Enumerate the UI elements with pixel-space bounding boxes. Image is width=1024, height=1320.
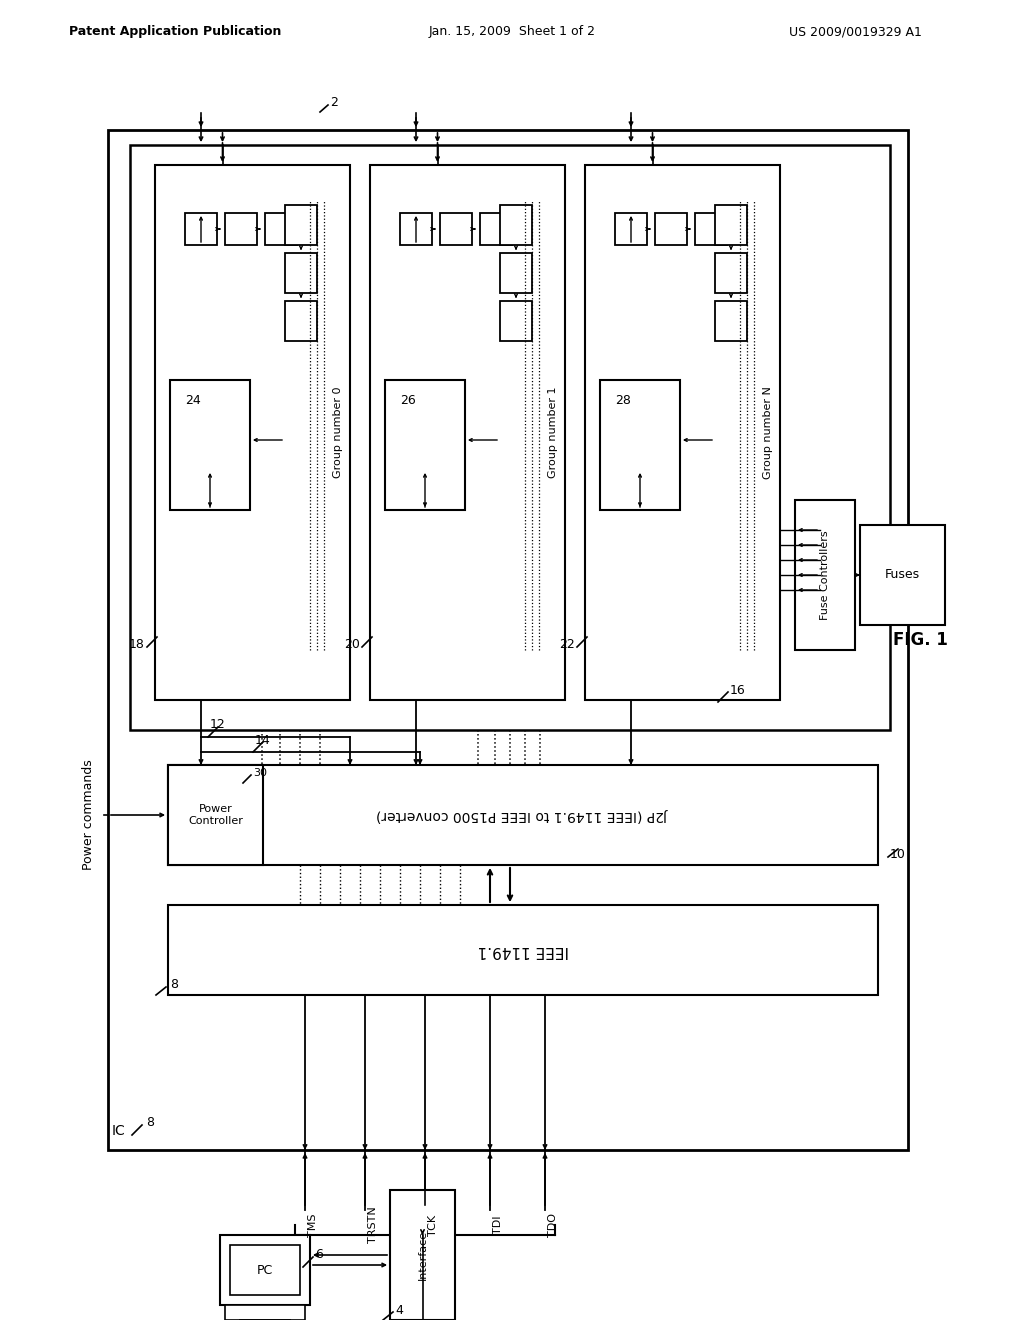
Bar — [370, 165, 565, 700]
Text: 20: 20 — [344, 639, 360, 652]
Text: Power commands: Power commands — [82, 759, 94, 870]
Bar — [480, 213, 512, 246]
Text: 28: 28 — [615, 393, 631, 407]
Bar — [168, 906, 878, 995]
Bar — [225, 213, 257, 246]
Text: 12: 12 — [210, 718, 225, 731]
Text: Fuse Controllers: Fuse Controllers — [820, 531, 830, 620]
Bar — [860, 525, 945, 624]
Text: Group number 0: Group number 0 — [333, 387, 343, 478]
Text: Group number 1: Group number 1 — [548, 387, 558, 478]
Text: 24: 24 — [185, 393, 201, 407]
Bar — [440, 213, 472, 246]
Bar — [155, 165, 350, 700]
Bar — [615, 213, 647, 246]
Text: TDO: TDO — [548, 1213, 558, 1237]
Text: US 2009/0019329 A1: US 2009/0019329 A1 — [788, 25, 922, 38]
Bar — [230, 1245, 300, 1295]
Text: 22: 22 — [559, 639, 575, 652]
Bar — [585, 165, 780, 700]
Bar — [108, 129, 908, 1150]
Bar — [600, 380, 680, 510]
Text: Patent Application Publication: Patent Application Publication — [69, 25, 282, 38]
Text: Power
Controller: Power Controller — [188, 804, 243, 826]
Text: Fuses: Fuses — [885, 569, 920, 582]
Text: 14: 14 — [255, 734, 270, 747]
Bar — [500, 205, 532, 246]
Bar — [170, 380, 250, 510]
Bar — [265, 213, 297, 246]
Bar — [715, 205, 746, 246]
Text: TCK: TCK — [428, 1214, 438, 1236]
Text: TDI: TDI — [493, 1216, 503, 1234]
Bar — [390, 1191, 455, 1320]
Text: 8: 8 — [146, 1115, 154, 1129]
Text: Jan. 15, 2009  Sheet 1 of 2: Jan. 15, 2009 Sheet 1 of 2 — [428, 25, 596, 38]
Bar — [168, 766, 878, 865]
Bar — [795, 500, 855, 649]
Bar — [130, 145, 890, 730]
Text: Group number N: Group number N — [763, 385, 773, 479]
Text: IEEE 1149.1: IEEE 1149.1 — [477, 942, 568, 957]
Bar — [285, 253, 317, 293]
Bar — [500, 253, 532, 293]
Bar — [715, 253, 746, 293]
Text: 30: 30 — [253, 768, 267, 777]
Text: 8: 8 — [170, 978, 178, 991]
Bar — [225, 1305, 305, 1320]
Text: 2: 2 — [330, 95, 338, 108]
Bar — [285, 301, 317, 341]
Bar — [655, 213, 687, 246]
Text: IC: IC — [112, 1125, 126, 1138]
Text: 6: 6 — [315, 1249, 323, 1262]
Text: J2P (IEEE 1149.1 to IEEE P1500 converter): J2P (IEEE 1149.1 to IEEE P1500 converter… — [377, 808, 669, 822]
Text: 18: 18 — [129, 639, 145, 652]
Text: 4: 4 — [395, 1304, 402, 1316]
Bar — [285, 205, 317, 246]
Text: PC: PC — [257, 1263, 273, 1276]
Text: FIG. 1: FIG. 1 — [893, 631, 947, 649]
Text: TRSTN: TRSTN — [368, 1206, 378, 1243]
Bar — [400, 213, 432, 246]
Text: 26: 26 — [400, 393, 416, 407]
Bar — [715, 301, 746, 341]
Bar — [695, 213, 727, 246]
Bar — [385, 380, 465, 510]
Text: Interface: Interface — [418, 1230, 427, 1280]
Text: 10: 10 — [890, 849, 906, 862]
Text: TMS: TMS — [308, 1213, 318, 1237]
Bar — [168, 766, 263, 865]
Bar — [185, 213, 217, 246]
Text: 16: 16 — [730, 684, 745, 697]
Bar — [220, 1236, 310, 1305]
Bar — [500, 301, 532, 341]
